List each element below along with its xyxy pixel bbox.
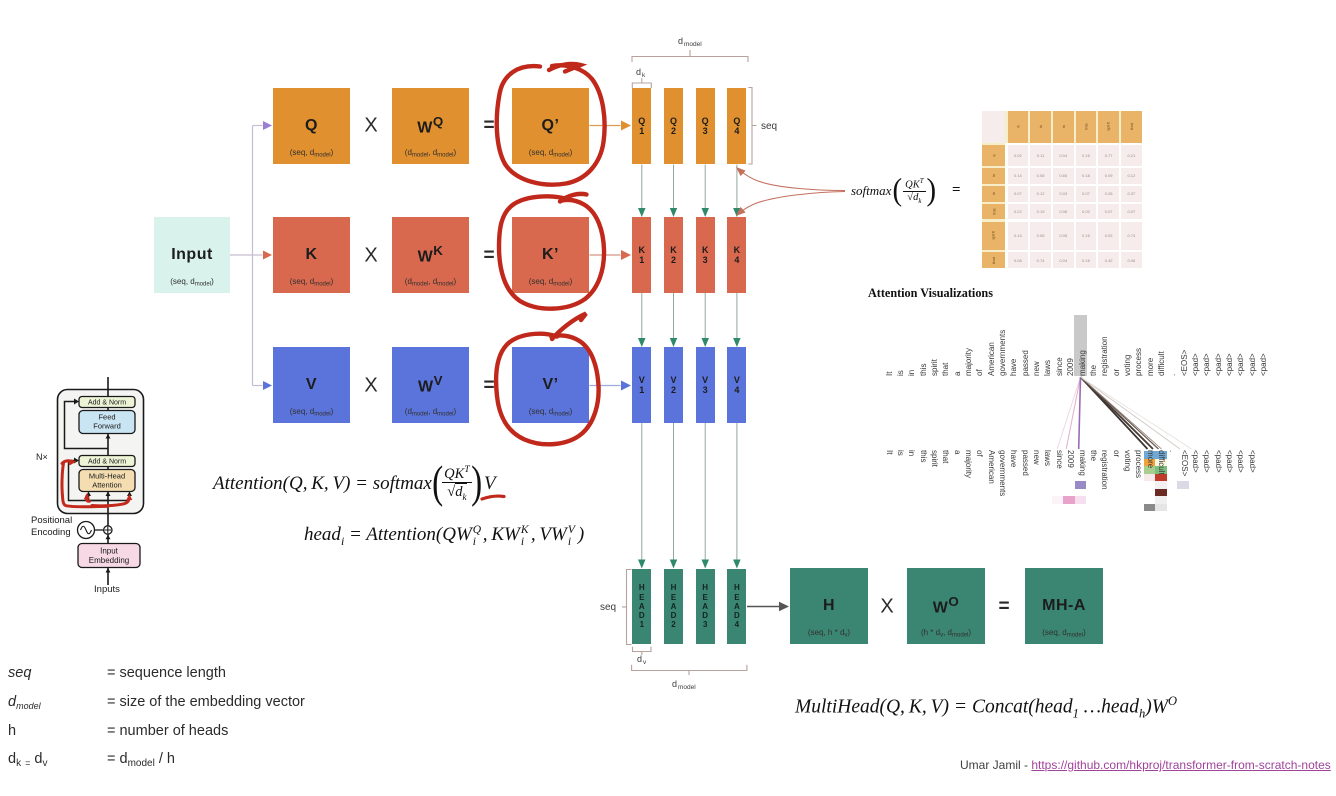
svg-text:Input: Input: [100, 547, 119, 556]
svg-text:N×: N×: [36, 452, 48, 462]
svg-text:d: d: [678, 36, 683, 46]
svg-text:Attention: Attention: [92, 481, 122, 490]
svg-text:k: k: [642, 72, 646, 79]
svg-text:Inputs: Inputs: [94, 584, 120, 595]
svg-text:seq: seq: [600, 602, 616, 613]
svg-text:seq: seq: [761, 121, 777, 132]
svg-text:d: d: [637, 654, 642, 664]
svg-text:Add & Norm: Add & Norm: [88, 400, 126, 407]
svg-text:d: d: [672, 679, 677, 689]
svg-text:Encoding: Encoding: [31, 527, 71, 538]
svg-text:model: model: [678, 684, 696, 691]
svg-text:d: d: [636, 67, 641, 77]
svg-text:Add & Norm: Add & Norm: [88, 459, 126, 466]
svg-text:Embedding: Embedding: [89, 556, 129, 565]
svg-text:Multi-Head: Multi-Head: [89, 472, 125, 481]
svg-text:Forward: Forward: [93, 422, 121, 431]
svg-text:model: model: [684, 41, 702, 48]
svg-text:Feed: Feed: [98, 413, 115, 422]
svg-text:v: v: [643, 659, 647, 666]
svg-text:Positional: Positional: [31, 515, 72, 526]
